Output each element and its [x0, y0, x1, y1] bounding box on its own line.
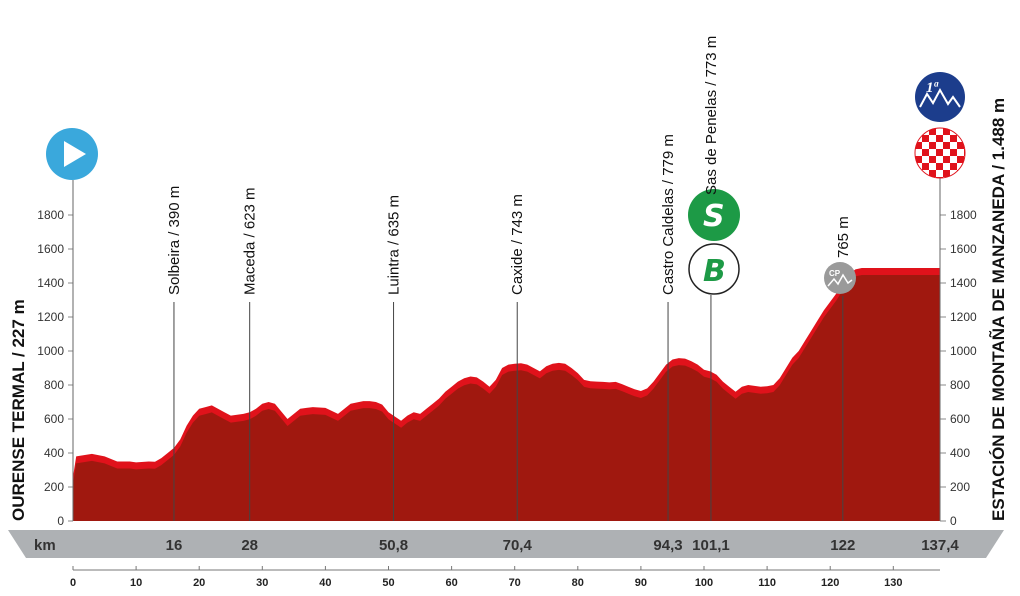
x-tick-label: 120 — [821, 577, 839, 589]
x-tick-label: 90 — [635, 577, 647, 589]
y-tick-label-right: 1000 — [950, 344, 977, 358]
distance-marker-label: 50,8 — [379, 537, 408, 554]
checkpoint-icon: CP — [824, 262, 856, 294]
waypoint-label: Caxide / 743 m — [509, 194, 526, 295]
distance-marker-label: 137,4 — [921, 537, 959, 554]
bonus-text: B — [703, 254, 726, 289]
finish-flag-squares — [915, 128, 965, 178]
y-tick-label-right: 400 — [950, 446, 970, 460]
x-tick-label: 0 — [70, 577, 76, 589]
waypoint-label: Luintra / 635 m — [386, 195, 403, 295]
y-tick-label-left: 1600 — [37, 242, 64, 256]
x-tick-label: 10 — [130, 577, 142, 589]
y-tick-label-right: 1400 — [950, 276, 977, 290]
distance-bar — [8, 530, 1004, 558]
y-axis-left: 0 200 400 600 800 1000 1200 1400 1600 1800 — [37, 208, 73, 528]
marker-labels: 16 28 50,8 70,4 94,3 101,1 122 137,4 — [166, 537, 960, 554]
waypoint-labels: Solbeira / 390 m Maceda / 623 m Luintra / … — [166, 36, 852, 295]
x-tick-label: 70 — [509, 577, 521, 589]
distance-unit-label: km — [34, 537, 56, 554]
finish-flag-ring — [914, 127, 966, 179]
checkpoint-text: CP — [829, 269, 841, 278]
x-tick-label: 100 — [695, 577, 713, 589]
climb-category-icon: 1ª — [915, 72, 965, 122]
y-tick-label-left: 600 — [44, 412, 64, 426]
y-tick-label-right: 1200 — [950, 310, 977, 324]
distance-marker-label: 28 — [241, 537, 258, 554]
distance-marker-label: 101,1 — [692, 537, 730, 554]
distance-marker-label: 122 — [830, 537, 855, 554]
start-play-icon — [46, 128, 98, 180]
y-tick-label-right: 1800 — [950, 208, 977, 222]
distance-marker-label: 16 — [166, 537, 183, 554]
x-tick-label: 130 — [884, 577, 902, 589]
y-tick-label-right: 200 — [950, 480, 970, 494]
x-tick-label: 60 — [445, 577, 457, 589]
x-tick-label: 80 — [572, 577, 584, 589]
y-axis-right: 0 200 400 600 800 1000 1200 1400 1600 1800 — [940, 208, 977, 528]
y-tick-label-right: 1600 — [950, 242, 977, 256]
finish-flag-icon — [914, 127, 966, 179]
x-tick-label: 40 — [319, 577, 331, 589]
climb-category-text: 1ª — [926, 80, 939, 96]
y-tick-label-right: 600 — [950, 412, 970, 426]
x-tick-label: 30 — [256, 577, 268, 589]
start-label: OURENSE TERMAL / 227 m — [9, 299, 28, 521]
waypoint-lines — [173, 295, 844, 521]
x-tick-label: 20 — [193, 577, 205, 589]
bonus-icon: B — [688, 243, 740, 295]
waypoint-label: Castro Caldelas / 779 m — [660, 134, 677, 295]
y-tick-label-left: 1400 — [37, 276, 64, 290]
sprint-text: S — [703, 199, 725, 234]
y-tick-label-left: 200 — [44, 480, 64, 494]
distance-marker-label: 70,4 — [503, 537, 533, 554]
y-tick-label-left: 1800 — [37, 208, 64, 222]
y-tick-label-left: 400 — [44, 446, 64, 460]
waypoint-label: 765 m — [835, 216, 852, 258]
x-tick-label: 50 — [382, 577, 394, 589]
y-tick-label-right: 0 — [950, 514, 957, 528]
y-tick-label-left: 800 — [44, 378, 64, 392]
y-tick-label-right: 800 — [950, 378, 970, 392]
x-tick-label: 110 — [758, 577, 776, 589]
y-tick-label-left: 0 — [57, 514, 64, 528]
sprint-icon: S — [688, 189, 740, 241]
profile-area — [73, 275, 940, 521]
waypoint-label: Solbeira / 390 m — [166, 186, 183, 295]
finish-label: ESTACIÓN DE MONTAÑA DE MANZANEDA / 1.488… — [988, 98, 1008, 521]
y-tick-label-left: 1200 — [37, 310, 64, 324]
waypoint-label: Sas de Penelas / 773 m — [703, 36, 720, 195]
waypoint-label: Maceda / 623 m — [242, 187, 259, 295]
y-tick-label-left: 1000 — [37, 344, 64, 358]
distance-marker-label: 94,3 — [653, 537, 682, 554]
x-axis: 0 10 20 30 40 50 60 70 80 90 100 110 120 130 — [70, 566, 940, 589]
